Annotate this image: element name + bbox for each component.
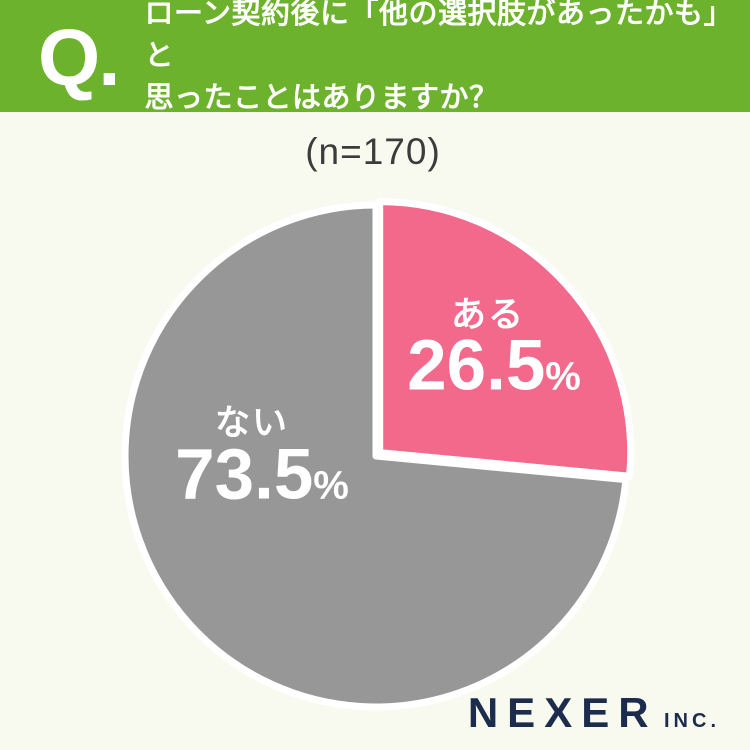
sample-size-label: (n=170): [305, 131, 441, 172]
question-header: Q. ローン契約後に「他の選択肢があったかも」と 思ったことはありますか？: [0, 0, 750, 114]
brand-name: NEXER: [467, 689, 658, 736]
pie-slice-0: [376, 198, 635, 480]
slice-value-aru: 26.5%: [407, 331, 581, 402]
question-mark-label: Q.: [38, 13, 120, 102]
question-title-line2: 思ったことはありますか？: [144, 82, 499, 114]
slice-value-nai-unit: %: [313, 463, 349, 508]
slice-label-aru: ある: [450, 295, 526, 335]
brand-logo: NEXER INC.: [468, 689, 720, 737]
brand-suffix: INC.: [664, 710, 720, 732]
slice-label-nai: ない: [214, 403, 290, 443]
pie-slice-1: [121, 201, 630, 711]
question-title-line1: ローン契約後に「他の選択肢があったかも」と: [144, 0, 734, 72]
slice-value-aru-number: 26.5: [407, 326, 546, 406]
question-title: ローン契約後に「他の選択肢があったかも」と 思ったことはありますか？: [144, 0, 750, 119]
slice-value-aru-unit: %: [545, 354, 581, 399]
slice-value-nai-number: 73.5: [175, 435, 314, 515]
slice-value-nai: 73.5%: [175, 440, 349, 511]
